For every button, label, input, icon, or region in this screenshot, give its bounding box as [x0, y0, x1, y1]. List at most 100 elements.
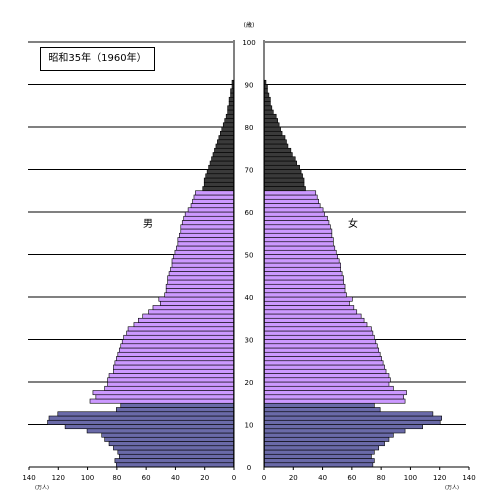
female-bar-age-63	[264, 194, 318, 200]
female-bar-age-26	[264, 351, 381, 357]
female-bar-age-31	[264, 330, 374, 336]
female-bar-age-87	[264, 92, 270, 98]
female-bar-age-28	[264, 343, 378, 349]
male-bar-age-83	[227, 109, 234, 115]
male-bar-age-39	[158, 296, 234, 302]
male-x-tick-label-0: 0	[232, 474, 236, 482]
male-bar-age-33	[133, 322, 234, 328]
male-x-tick-label-20: 20	[200, 474, 209, 482]
female-bar-age-43	[264, 279, 344, 285]
female-bar-age-49	[264, 254, 339, 260]
male-bar-age-64	[195, 190, 234, 196]
male-bar-age-9	[64, 424, 234, 430]
female-bar-age-77	[264, 135, 286, 141]
female-bar-age-78	[264, 130, 283, 136]
male-bar-age-14	[120, 402, 234, 408]
male-bar-age-79	[221, 126, 234, 132]
female-bar-age-79	[264, 126, 281, 132]
female-bar-age-48	[264, 258, 340, 264]
male-bar-age-1	[114, 458, 234, 464]
female-bar-age-65	[264, 186, 306, 192]
male-bar-age-54	[179, 232, 234, 238]
male-bar-age-87	[230, 92, 234, 98]
age-tick-label-10: 10	[245, 422, 254, 430]
male-bar-age-85	[228, 101, 234, 107]
female-x-tick-label-80: 80	[377, 474, 386, 482]
male-bar-age-63	[193, 194, 234, 200]
male-bar-age-3	[117, 449, 234, 455]
female-bar-age-60	[264, 207, 324, 213]
female-bar-age-20	[264, 377, 391, 383]
male-bar-age-71	[209, 160, 234, 166]
male-bar-age-7	[101, 432, 234, 438]
male-bar-age-40	[164, 292, 234, 298]
female-bar-age-75	[264, 143, 289, 149]
female-bar-age-27	[264, 347, 380, 353]
female-bar-age-86	[264, 96, 271, 102]
male-bar-age-27	[118, 347, 234, 353]
male-bar-age-86	[228, 96, 234, 102]
male-x-tick-label-80: 80	[112, 474, 121, 482]
female-bar-age-45	[264, 271, 343, 277]
male-bar-age-60	[187, 207, 234, 213]
male-bar-age-41	[165, 288, 234, 294]
female-bar-age-5	[264, 441, 385, 447]
female-bar-age-83	[264, 109, 274, 115]
male-bar-age-5	[108, 441, 234, 447]
female-bar-age-76	[264, 139, 287, 145]
male-bar-age-68	[205, 173, 234, 179]
female-bar-age-89	[264, 84, 268, 90]
female-bar-age-14	[264, 402, 375, 408]
male-bar-age-51	[176, 245, 234, 251]
female-label: 女	[348, 219, 358, 230]
x-unit-left: (万人)	[35, 485, 49, 491]
age-tick-label-40: 40	[245, 294, 254, 302]
male-bar-age-2	[118, 453, 234, 459]
male-bar-age-0	[116, 462, 234, 468]
male-bar-age-78	[220, 130, 234, 136]
female-bar-age-38	[264, 300, 350, 306]
female-bar-age-19	[264, 381, 390, 387]
male-x-tick-label-140: 140	[22, 474, 35, 482]
male-bar-age-34	[138, 317, 234, 323]
female-bar-age-17	[264, 390, 407, 396]
female-bar-age-21	[264, 373, 390, 379]
male-bar-age-42	[165, 283, 234, 289]
female-bar-age-53	[264, 237, 334, 243]
male-bar-age-4	[113, 445, 234, 451]
female-bar-age-54	[264, 232, 333, 238]
male-bar-age-18	[104, 385, 234, 391]
age-tick-label-60: 60	[245, 209, 254, 217]
male-bar-age-13	[116, 407, 234, 413]
female-bar-age-58	[264, 215, 328, 221]
male-bar-age-12	[57, 411, 234, 417]
female-bar-age-37	[264, 305, 355, 311]
female-bar-age-57	[264, 220, 330, 226]
male-bar-age-15	[89, 398, 234, 404]
female-bar-age-50	[264, 249, 337, 255]
female-bar-age-33	[264, 322, 368, 328]
female-bar-age-32	[264, 326, 372, 332]
female-bar-age-66	[264, 181, 305, 187]
chart-title: 昭和35年（1960年）	[40, 47, 155, 71]
male-bar-age-20	[107, 377, 234, 383]
male-bar-age-32	[127, 326, 234, 332]
male-bar-age-8	[86, 428, 234, 434]
female-bar-age-64	[264, 190, 317, 196]
male-bar-age-30	[123, 334, 234, 340]
female-bar-age-18	[264, 385, 394, 391]
male-bar-age-77	[218, 135, 234, 141]
female-bar-age-62	[264, 198, 319, 204]
female-bar-age-68	[264, 173, 303, 179]
male-bar-age-45	[168, 271, 234, 277]
female-x-tick-label-40: 40	[318, 474, 327, 482]
male-bar-age-16	[95, 394, 234, 400]
age-tick-label-30: 30	[245, 337, 254, 345]
male-bar-age-31	[126, 330, 234, 336]
male-bar-age-72	[211, 156, 234, 162]
male-bar-age-70	[208, 164, 234, 170]
male-bar-age-38	[159, 300, 234, 306]
male-bar-age-49	[173, 254, 234, 260]
female-bar-age-24	[264, 360, 384, 366]
